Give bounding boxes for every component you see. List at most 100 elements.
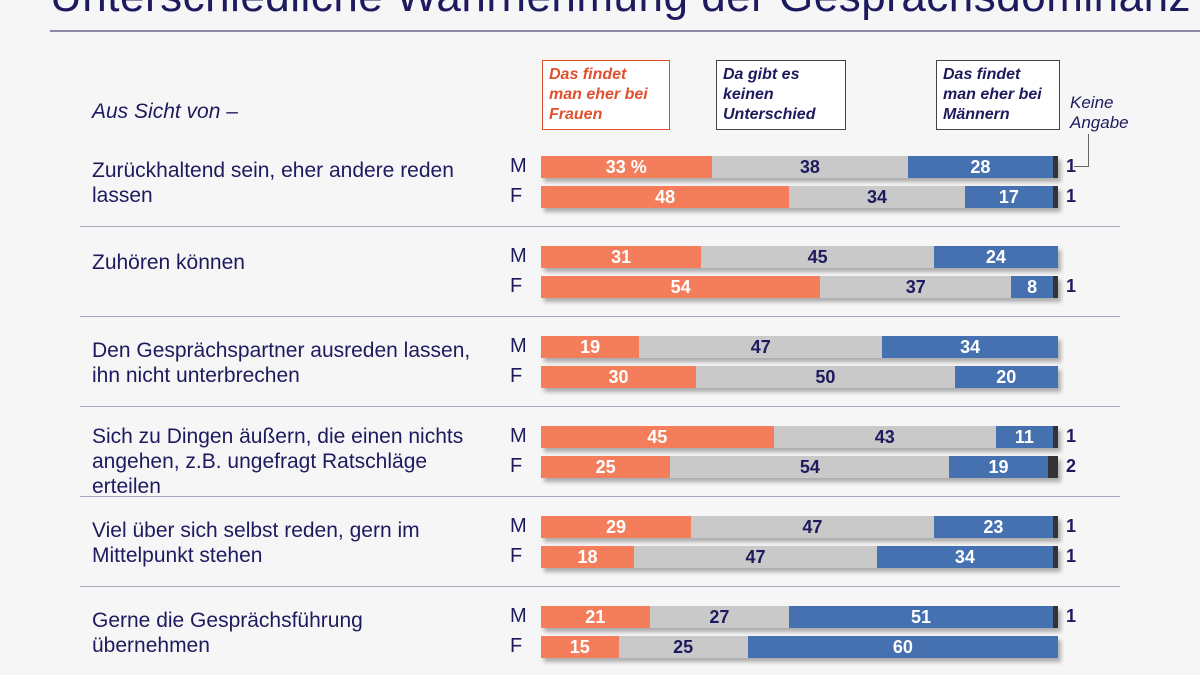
bar-segment-frauen: 30 [541,366,697,388]
stacked-bar: 18 47 34 [541,546,1058,568]
bar-segment-frauen: 48 [541,186,790,208]
stacked-bar: 30 50 20 [541,366,1058,388]
data-label: 47 [802,516,823,537]
data-label: 60 [892,636,913,657]
data-label-keine-angabe: 1 [1066,426,1077,446]
bar-segment-frauen: 54 [541,276,821,298]
data-label: 19 [580,336,601,357]
bar-segment-maenner: 8 [1011,276,1053,298]
bar-segment-keine-angabe [1052,516,1058,538]
data-label: 45 [647,426,668,447]
bar-segment-kein-unterschied: 54 [670,456,950,478]
group-label-f: F [510,185,523,207]
bar-segment-keine-angabe [1052,426,1058,448]
data-label: 29 [605,516,626,537]
data-label: 34 [867,186,888,207]
stacked-bar: 21 27 51 [541,606,1058,628]
category-label: Zurückhaltend sein, eher andere reden la… [92,159,454,207]
data-label-keine-angabe: 2 [1066,456,1077,476]
data-label-keine-angabe: 1 [1066,276,1077,296]
data-label: 31 [611,246,632,267]
data-label: 15 [569,636,590,657]
bar-segment-maenner: 23 [933,516,1053,538]
data-label: 54 [799,456,820,477]
data-label: 18 [577,546,598,567]
bar-segment-kein-unterschied: 47 [639,336,883,358]
bar-segment-keine-angabe [1052,546,1058,568]
group-label-f: F [510,275,523,297]
group-label-f: F [510,545,523,567]
data-label: 43 [874,426,895,447]
stacked-bar: 54 37 8 [541,276,1058,298]
stacked-bar: 19 47 34 [541,336,1058,358]
data-label: 37 [905,276,926,297]
bar-segment-kein-unterschied: 45 [701,246,934,268]
bar-segment-frauen: 31 [541,246,702,268]
stacked-bar: 15 25 60 [541,636,1058,658]
stacked-bar: 25 54 19 [541,456,1058,478]
group-label-m: M [510,425,527,447]
bar-segment-kein-unterschied: 50 [696,366,955,388]
data-label-keine-angabe: 1 [1066,546,1077,566]
data-label-keine-angabe: 1 [1066,606,1077,626]
legend-maenner: Das findet man eher bei Männern [936,60,1060,130]
bar-segment-maenner: 34 [877,546,1053,568]
data-label: 34 [954,546,975,567]
bar-segment-kein-unterschied: 47 [690,516,934,538]
legend-kein-unterschied: Da gibt es keinen Unterschied [716,60,846,130]
data-label: 54 [670,276,691,297]
bar-segment-keine-angabe [1052,186,1058,208]
data-label-keine-angabe: 1 [1066,516,1077,536]
bar-segment-keine-angabe [1052,606,1058,628]
bar-segment-kein-unterschied: 43 [773,426,996,448]
row-separator [80,226,1120,227]
bar-segment-maenner: 60 [747,636,1058,658]
bar-segment-maenner: 28 [908,156,1053,178]
data-label: 45 [807,246,828,267]
bar-segment-maenner: 11 [995,426,1053,448]
chart-title: Unterschiedliche Wahrnehmung der Gespräc… [50,0,1191,22]
bar-segment-maenner: 34 [882,336,1058,358]
stacked-bar: 45 43 11 [541,426,1058,448]
data-label: 33 % [605,156,647,177]
row-separator [80,406,1120,407]
group-label-m: M [510,605,527,627]
bar-segment-maenner: 24 [933,246,1058,268]
stacked-bar: 33 % 38 28 [541,156,1058,178]
bar-segment-keine-angabe [1047,456,1058,478]
bar-segment-frauen: 15 [541,636,619,658]
category-label: Zuhören können [92,251,245,274]
data-label: 25 [673,636,694,657]
stacked-bar: 48 34 17 [541,186,1058,208]
data-label: 27 [709,606,730,627]
data-label: 17 [998,186,1019,207]
data-label-keine-angabe: 1 [1066,186,1077,206]
bar-segment-kein-unterschied: 34 [789,186,965,208]
data-label: 30 [608,366,629,387]
data-label: 24 [985,246,1006,267]
stacked-bar: 29 47 23 [541,516,1058,538]
group-label-m: M [510,245,527,267]
group-label-m: M [510,335,527,357]
data-label: 50 [815,366,836,387]
bar-segment-kein-unterschied: 25 [618,636,748,658]
bar-segment-frauen: 25 [541,456,671,478]
bar-segment-kein-unterschied: 27 [649,606,790,628]
bar-segment-kein-unterschied: 38 [711,156,909,178]
row-separator [80,316,1120,317]
bar-segment-frauen: 33 % [541,156,712,178]
category-label: Viel über sich selbst reden, gern im Mit… [92,519,420,567]
bar-segment-keine-angabe [1052,156,1058,178]
category-label: Den Gesprächspartner ausreden lassen, ih… [92,339,471,387]
row-separator [80,496,1120,497]
category-label: Sich zu Dingen äußern, die einen nichts … [92,425,464,498]
data-label: 34 [960,336,981,357]
subtitle: Aus Sicht von – [92,100,238,123]
data-label: 8 [1027,276,1038,297]
bar-segment-frauen: 29 [541,516,691,538]
group-label-f: F [510,635,523,657]
group-label-m: M [510,155,527,177]
data-label: 11 [1014,426,1034,447]
group-label-f: F [510,455,523,477]
